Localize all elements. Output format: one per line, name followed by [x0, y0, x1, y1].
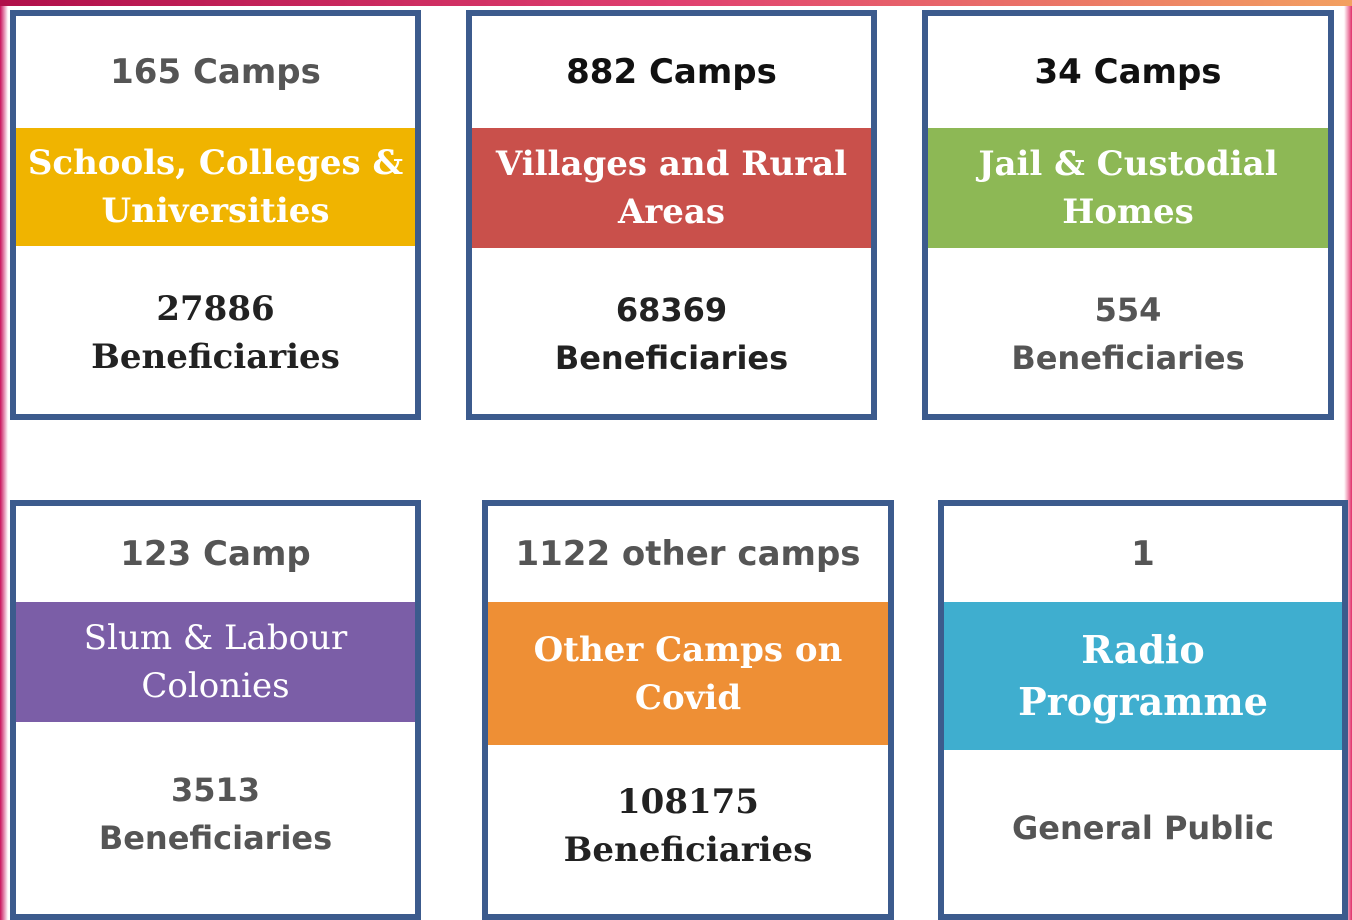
text-line: 108175 [617, 781, 759, 822]
text-line: 3513 [170, 771, 261, 809]
text-line: Radio [1081, 627, 1205, 672]
card-count: 123 Camp [120, 534, 311, 574]
top-bar [0, 0, 1352, 6]
card: 1 Radio Programme General Public [938, 500, 1348, 920]
card-count: 1122 other camps [515, 534, 861, 574]
text-line: 68369 [615, 291, 728, 329]
card: 882 Camps Villages and Rural Areas 68369 Ben… [466, 10, 877, 420]
card-beneficiaries: 27886 Beneficiaries [16, 246, 415, 414]
text-line: Slum & Labour [83, 618, 348, 658]
text-line: 554 [1094, 291, 1162, 329]
card: 165 Camps Schools, Colleges & Universities… [10, 10, 421, 420]
text-line: Beneficiaries [554, 339, 789, 377]
card-category: Jail & Custodial Homes [928, 128, 1328, 248]
card-beneficiaries: 3513 Beneficiaries [16, 722, 415, 906]
text-line: Jail & Custodial [978, 144, 1278, 184]
text-line: Villages and Rural [495, 144, 848, 184]
card: 123 Camp Slum & Labour Colonies 3513 Benefic… [10, 500, 421, 920]
card-count: 165 Camps [110, 52, 321, 92]
card-category: Villages and Rural Areas [472, 128, 871, 248]
text-line: Covid [634, 677, 742, 718]
card: 34 Camps Jail & Custodial Homes 554 Benefici… [922, 10, 1334, 420]
text-line: Universities [101, 191, 330, 231]
card-category: Schools, Colleges & Universities [16, 128, 415, 246]
text-line: Other Camps on [533, 629, 843, 670]
text-line: 27886 [156, 289, 275, 329]
card-count: 1 [1131, 534, 1155, 574]
card-count: 34 Camps [1034, 52, 1222, 92]
card-category: Slum & Labour Colonies [16, 602, 415, 722]
card-category: Radio Programme [944, 602, 1342, 750]
card-beneficiaries: General Public [944, 750, 1342, 906]
text-line: Schools, Colleges & [27, 143, 404, 183]
text-line: Beneficiaries [1011, 339, 1245, 377]
card-beneficiaries: 108175 Beneficiaries [488, 745, 888, 906]
text-line: Areas [617, 192, 726, 232]
text-line: Programme [1018, 679, 1268, 724]
card-beneficiaries: 554 Beneficiaries [928, 248, 1328, 414]
card: 1122 other camps Other Camps on Covid 10817… [482, 500, 894, 920]
text-line: Homes [1062, 192, 1194, 232]
card-count: 882 Camps [566, 52, 777, 92]
text-line: Beneficiaries [98, 819, 333, 857]
text-line: General Public [1012, 809, 1274, 847]
text-line: Beneficiaries [563, 829, 813, 870]
text-line: Beneficiaries [91, 337, 340, 377]
card-category: Other Camps on Covid [488, 602, 888, 745]
text-line: Colonies [141, 666, 290, 706]
card-beneficiaries: 68369 Beneficiaries [472, 248, 871, 414]
